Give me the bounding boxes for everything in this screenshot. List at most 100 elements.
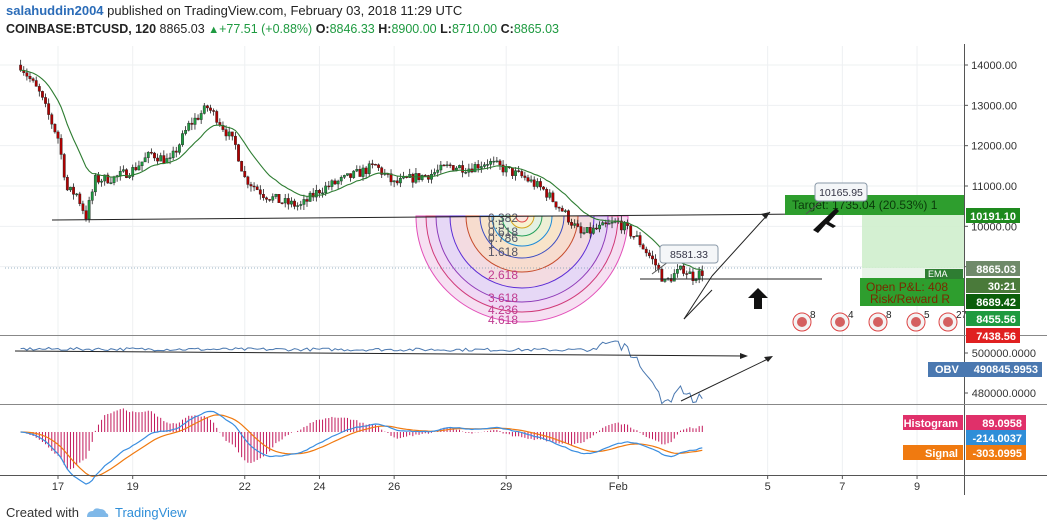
tradingview-logo-icon: [86, 507, 109, 517]
candle-body: [97, 175, 100, 183]
open-pl-box: [860, 278, 964, 306]
candle-body: [545, 189, 549, 198]
candle-body: [321, 192, 324, 195]
candle-body: [311, 192, 315, 198]
y-tick-label: 480000.0000: [972, 388, 1036, 400]
up-arrow-icon: [748, 288, 768, 309]
candle-body: [610, 221, 614, 224]
candle-body: [355, 169, 359, 172]
obv-trendline: [680, 357, 771, 402]
projection-line: [683, 275, 713, 320]
candle-body: [352, 170, 356, 178]
candle-body: [414, 173, 418, 183]
candle-body: [629, 225, 633, 237]
candle-body: [595, 227, 598, 230]
candle-body: [28, 76, 32, 79]
macd-value: -303.0995: [972, 448, 1022, 460]
y-tick-label: 11000.00: [972, 181, 1017, 193]
up-arrow-icon: ▲: [208, 24, 220, 36]
price-label-tag: [966, 294, 1020, 309]
projection-line: [711, 211, 771, 277]
candle-body: [271, 196, 275, 201]
candle-body: [604, 222, 608, 225]
candle-body: [675, 269, 679, 274]
last-price: 8865.03: [159, 22, 205, 36]
candle-body: [483, 164, 486, 167]
fib-level-label: 0.382: [488, 211, 518, 225]
author-link[interactable]: salahuddin2004: [6, 3, 104, 18]
candle-body: [280, 202, 284, 204]
candle-body: [215, 111, 219, 123]
low-label: L:: [440, 22, 452, 36]
y-tick-label: 10000.00: [971, 221, 1017, 233]
candle-body: [476, 164, 480, 169]
y-tick-label: 500000.0000: [972, 348, 1036, 360]
event-count: 8: [810, 310, 816, 321]
candle-body: [560, 207, 564, 212]
candle-body: [539, 181, 542, 188]
candle-body: [374, 164, 377, 166]
high-value: 8900.00: [391, 22, 437, 36]
candle-body: [149, 152, 153, 154]
price-label-text: 30:21: [988, 281, 1016, 293]
fib-level-label: 4.236: [488, 303, 518, 317]
candle-body: [199, 113, 203, 120]
candle-body: [349, 173, 352, 178]
candle-body: [585, 226, 589, 233]
tradingview-link[interactable]: TradingView: [114, 505, 187, 520]
macd-line: [20, 410, 703, 485]
candle-body: [90, 191, 94, 201]
candle-body: [532, 179, 536, 187]
x-tick-label: 17: [52, 481, 64, 493]
candle-body: [501, 164, 505, 173]
price-change: +77.51 (+0.88%): [219, 22, 313, 36]
candle-body: [697, 270, 701, 280]
candle-body: [268, 199, 272, 201]
candle-body: [576, 223, 580, 227]
candle-body: [41, 91, 44, 98]
candle-body: [243, 171, 247, 178]
candle-body: [193, 117, 197, 125]
candle-body: [140, 161, 144, 167]
candle-body: [302, 199, 306, 205]
candle-body: [25, 72, 29, 77]
candle-body: [121, 169, 125, 172]
ema-tag: [925, 269, 963, 279]
candle-body: [370, 163, 374, 165]
macd-name-tag: [903, 445, 963, 460]
candle-body: [56, 131, 60, 139]
candle-body: [227, 131, 231, 137]
candle-body: [262, 194, 265, 198]
candle-body: [557, 206, 561, 209]
candle-body: [520, 171, 524, 177]
candle-body: [187, 122, 191, 131]
candle-body: [691, 271, 695, 281]
symbol-label: COINBASE:BTCUSD, 120: [6, 22, 157, 36]
low-value: 8710.00: [451, 22, 498, 36]
candle-body: [395, 180, 399, 184]
macd-value-tag: [966, 430, 1026, 445]
candle-body: [514, 170, 517, 176]
candle-body: [567, 210, 570, 223]
x-tick-label: 29: [500, 481, 512, 493]
candle-body: [607, 223, 611, 225]
open-value: 8846.33: [329, 22, 375, 36]
candle-body: [638, 235, 642, 246]
candle-body: [398, 177, 402, 184]
candle-body: [277, 194, 281, 203]
open-label: O:: [315, 22, 330, 36]
projection-line: [683, 289, 713, 320]
candle-body: [392, 180, 396, 183]
candle-body: [143, 157, 147, 163]
candle-body: [274, 194, 278, 197]
candle-body: [159, 155, 163, 162]
candle-body: [81, 203, 85, 211]
candle-body: [205, 105, 209, 109]
candle-body: [305, 199, 309, 202]
callout-box: [814, 182, 868, 202]
candle-body: [293, 200, 296, 207]
candle-body: [529, 179, 533, 182]
obv-line: [20, 340, 703, 405]
candle-body: [554, 201, 558, 208]
